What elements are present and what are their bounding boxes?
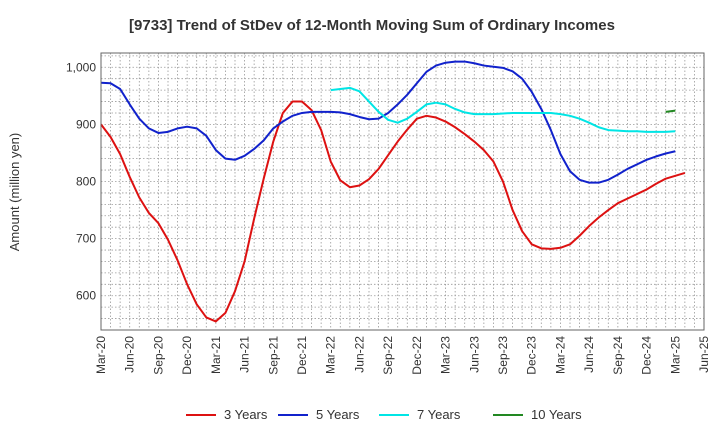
y-tick-label: 1,000 [66, 60, 96, 74]
x-tick-label: Mar-24 [553, 336, 567, 374]
series-lines [100, 60, 686, 323]
x-tick-label: Jun-25 [697, 336, 711, 373]
legend-label: 10 Years [531, 407, 582, 422]
x-tick-label: Mar-23 [439, 336, 453, 374]
x-tick-label: Sep-23 [496, 336, 510, 375]
x-tick-label: Jun-24 [582, 336, 596, 373]
legend: 3 Years 5 Years 7 Years 10 Years [186, 407, 582, 422]
y-axis-ticks: 600 700 800 900 1,000 [66, 60, 96, 302]
x-tick-label: Mar-20 [94, 336, 108, 374]
x-tick-label: Dec-22 [410, 336, 424, 375]
series-line-10-years [665, 109, 676, 113]
x-axis-ticks: Mar-20 Jun-20 Sep-20 Dec-20 Mar-21 Jun-21 Sep-… [94, 336, 711, 375]
series-line-5-years [100, 60, 676, 184]
x-tick-label: Dec-21 [295, 336, 309, 375]
x-tick-label: Mar-21 [209, 336, 223, 374]
x-tick-label: Jun-21 [238, 336, 252, 373]
y-tick-label: 600 [76, 289, 96, 303]
x-tick-label: Jun-20 [123, 336, 137, 373]
x-tick-label: Mar-25 [668, 336, 682, 374]
chart-title: [9733] Trend of StDev of 12-Month Moving… [129, 17, 615, 34]
y-tick-label: 900 [76, 117, 96, 131]
x-tick-label: Sep-24 [611, 336, 625, 375]
y-tick-label: 700 [76, 232, 96, 246]
y-axis-label: Amount (million yen) [7, 133, 22, 252]
x-tick-label: Dec-23 [525, 336, 539, 375]
x-tick-label: Mar-22 [324, 336, 338, 374]
x-tick-label: Dec-20 [180, 336, 194, 375]
legend-label: 5 Years [316, 407, 360, 422]
x-tick-label: Dec-24 [640, 336, 654, 375]
plot-frame [100, 52, 705, 331]
x-tick-label: Jun-23 [467, 336, 481, 373]
x-tick-label: Sep-22 [381, 336, 395, 375]
legend-label: 7 Years [417, 407, 461, 422]
x-tick-label: Jun-22 [352, 336, 366, 373]
series-line-7-years [330, 86, 676, 133]
y-tick-label: 800 [76, 175, 96, 189]
series-line-3-years [100, 100, 686, 323]
legend-label: 3 Years [224, 407, 268, 422]
grid [100, 53, 705, 331]
x-tick-label: Sep-21 [266, 336, 280, 375]
x-tick-label: Sep-20 [151, 336, 165, 375]
